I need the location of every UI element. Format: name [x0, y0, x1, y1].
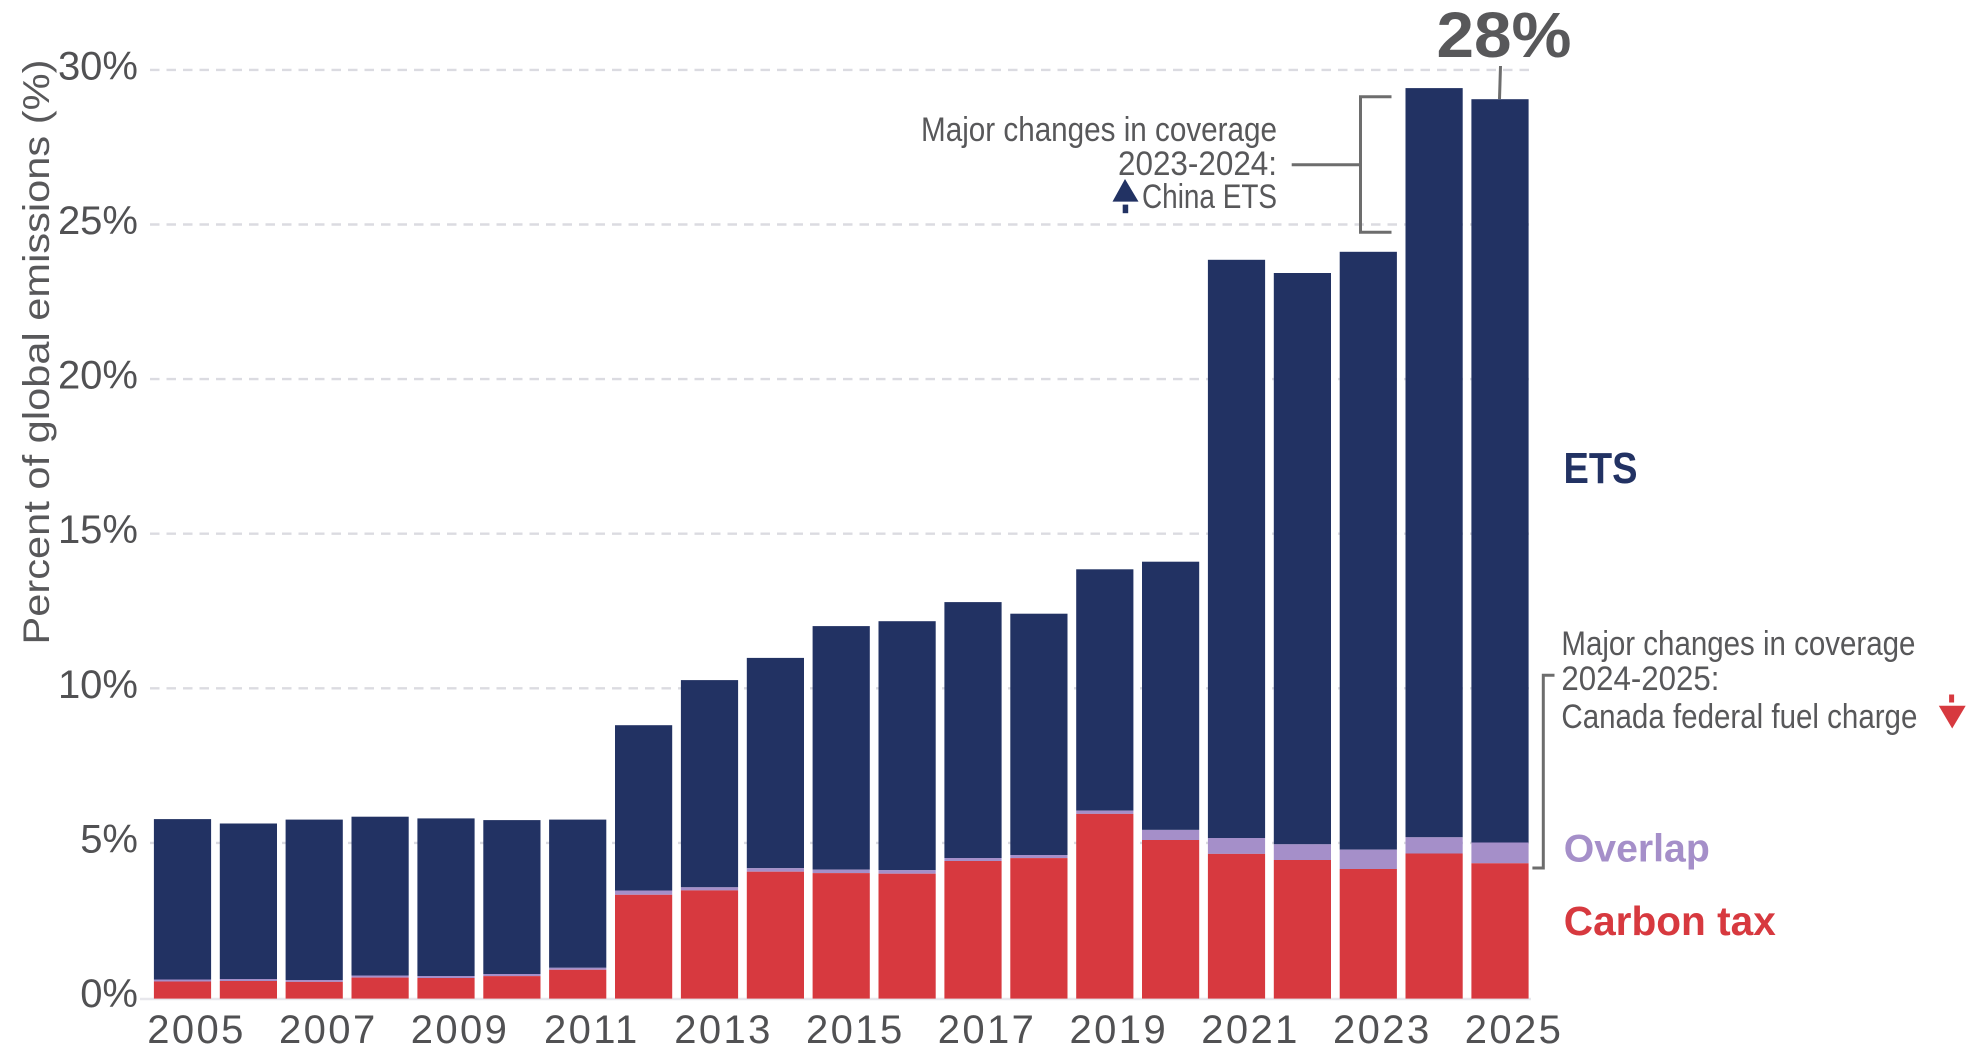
svg-text:Major changes in coverage: Major changes in coverage: [921, 111, 1277, 149]
svg-text:2025: 2025: [1465, 1008, 1564, 1052]
svg-text:ETS: ETS: [1564, 444, 1638, 493]
svg-text:2021: 2021: [1201, 1008, 1300, 1052]
svg-text:Carbon tax: Carbon tax: [1564, 898, 1776, 944]
svg-text:28%: 28%: [1437, 0, 1572, 71]
svg-text:2023: 2023: [1333, 1008, 1432, 1052]
svg-text:2015: 2015: [806, 1008, 905, 1052]
svg-text:Percent of global emissions (%: Percent of global emissions (%): [16, 60, 57, 645]
svg-text:2019: 2019: [1070, 1008, 1169, 1052]
svg-text:30%: 30%: [58, 44, 138, 88]
svg-text:2011: 2011: [544, 1008, 640, 1052]
svg-text:China ETS: China ETS: [1142, 178, 1277, 216]
svg-text:Major changes in coverage: Major changes in coverage: [1561, 625, 1915, 663]
svg-text:10%: 10%: [58, 663, 138, 707]
svg-text:20%: 20%: [58, 354, 138, 398]
svg-text:2009: 2009: [411, 1008, 510, 1052]
svg-text:2007: 2007: [279, 1008, 378, 1052]
svg-text:2005: 2005: [147, 1008, 246, 1052]
svg-text:2017: 2017: [938, 1008, 1037, 1052]
svg-text:Overlap: Overlap: [1564, 828, 1710, 871]
svg-text:Canada federal fuel charge: Canada federal fuel charge: [1561, 698, 1917, 736]
svg-text:0%: 0%: [80, 972, 138, 1016]
svg-text:15%: 15%: [58, 508, 138, 552]
svg-text:2023-2024:: 2023-2024:: [1118, 145, 1277, 183]
svg-text:2013: 2013: [674, 1008, 773, 1052]
svg-text:5%: 5%: [80, 817, 138, 861]
svg-text:2024-2025:: 2024-2025:: [1561, 660, 1719, 698]
svg-text:25%: 25%: [58, 199, 138, 243]
